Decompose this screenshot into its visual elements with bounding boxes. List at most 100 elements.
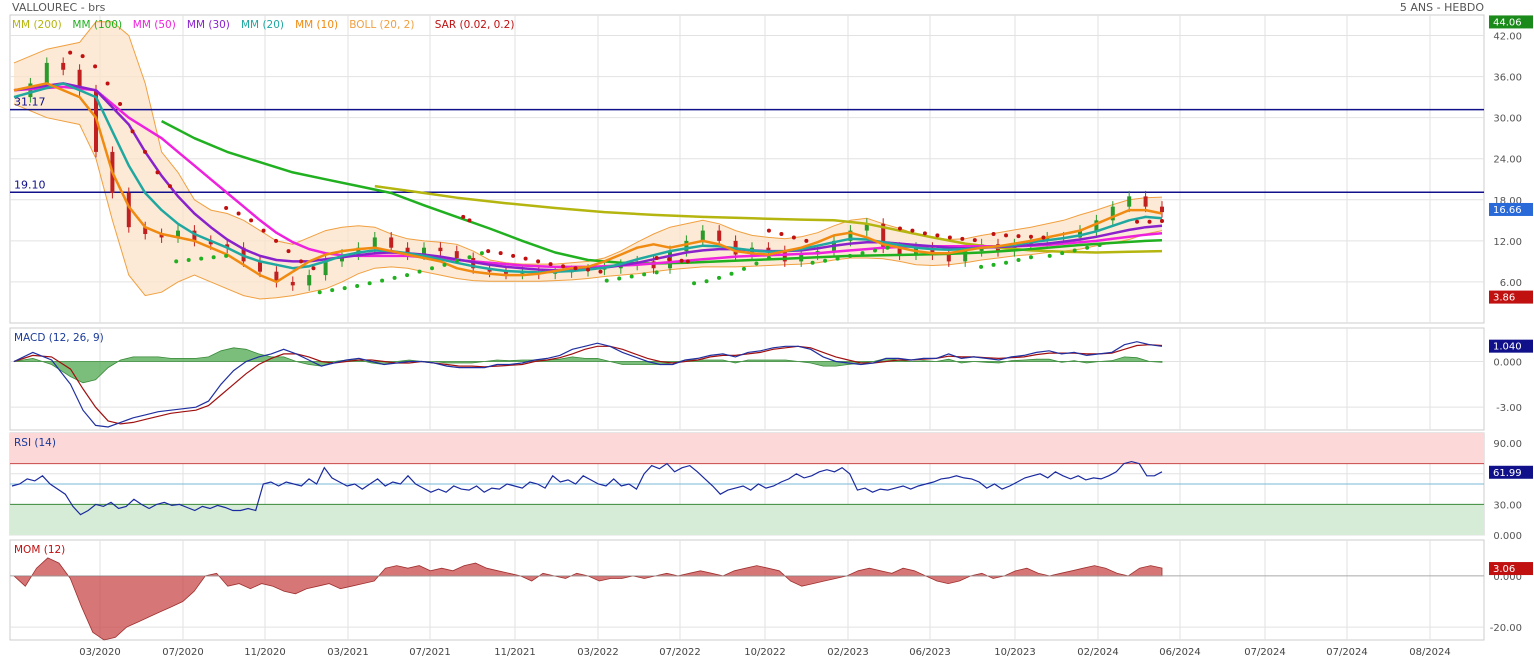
candle-body bbox=[1127, 196, 1132, 207]
rsi-line bbox=[11, 460, 1163, 516]
candle-body bbox=[848, 230, 853, 241]
x-tick-label: 06/2024 bbox=[1159, 647, 1201, 658]
legend-entry: MM (10) bbox=[295, 19, 338, 31]
sar-dot bbox=[1041, 235, 1046, 240]
sar-dot bbox=[68, 50, 73, 55]
candle-body bbox=[126, 192, 131, 228]
y-tick-label: -20.00 bbox=[1490, 623, 1522, 634]
sar-dot bbox=[93, 64, 98, 69]
x-tick-label: 11/2021 bbox=[494, 647, 536, 658]
x-tick-label: 02/2024 bbox=[1077, 647, 1119, 658]
sar-dot bbox=[211, 255, 216, 260]
x-tick-label: 02/2023 bbox=[827, 647, 869, 658]
candle-body bbox=[1143, 196, 1148, 207]
candle-body bbox=[1094, 220, 1099, 231]
sar-dot bbox=[511, 253, 516, 258]
rsi-badge-label: 61.99 bbox=[1493, 468, 1522, 479]
resistance-label: 31.17 bbox=[14, 96, 46, 109]
y-tick-label: -3.00 bbox=[1496, 403, 1522, 414]
sar-dot bbox=[536, 259, 541, 264]
legend-entry: SAR (0.02, 0.2) bbox=[435, 19, 515, 31]
y-tick-label: 0.000 bbox=[1493, 531, 1522, 542]
sar-dot bbox=[848, 253, 853, 258]
candle-body bbox=[143, 227, 148, 235]
sar-dot bbox=[174, 259, 179, 264]
sar-dot bbox=[1085, 245, 1090, 250]
sar-dot bbox=[1016, 258, 1021, 263]
chart-title: VALLOUREC - brs bbox=[12, 1, 106, 14]
sar-dot bbox=[236, 211, 241, 216]
sar-dot bbox=[991, 232, 996, 237]
panel-frame bbox=[9, 539, 1485, 641]
y-tick-label: 42.00 bbox=[1493, 32, 1522, 43]
x-tick-label: 07/2020 bbox=[162, 647, 204, 658]
sar-dot bbox=[629, 274, 634, 279]
x-tick-label: 07/2022 bbox=[659, 647, 701, 658]
sar-dot bbox=[80, 54, 85, 59]
candle-body bbox=[77, 69, 82, 91]
sar-dot bbox=[823, 258, 828, 263]
candle-body bbox=[651, 261, 656, 269]
sar-dot bbox=[679, 258, 684, 263]
candle-body bbox=[61, 62, 66, 70]
x-tick-label: 11/2020 bbox=[244, 647, 286, 658]
candle-body bbox=[930, 247, 935, 255]
sar-dot bbox=[960, 236, 965, 241]
y-tick-label: 30.00 bbox=[1493, 500, 1522, 511]
moving-average-ma200 bbox=[374, 184, 1163, 254]
sar-dot bbox=[810, 260, 815, 265]
sar-dot bbox=[729, 271, 734, 276]
sar-dot bbox=[766, 255, 771, 260]
legend-entry: BOLL (20, 2) bbox=[349, 19, 414, 31]
sar-dot bbox=[498, 251, 503, 256]
sar-dot bbox=[342, 286, 347, 291]
sar-dot bbox=[155, 170, 160, 175]
sar-dot bbox=[186, 258, 191, 263]
legend-entry: MM (100) bbox=[72, 19, 122, 31]
macd-line bbox=[13, 341, 1163, 428]
x-tick-label: 10/2022 bbox=[744, 647, 786, 658]
candle-body bbox=[389, 237, 394, 248]
sar-dot bbox=[1060, 251, 1065, 256]
sar-dot bbox=[586, 267, 590, 272]
x-tick-label: 10/2023 bbox=[994, 647, 1036, 658]
candle-body bbox=[438, 247, 443, 252]
sar-dot bbox=[1160, 219, 1164, 224]
sar-dot bbox=[1028, 255, 1033, 260]
bollinger-lower-line bbox=[13, 103, 1163, 300]
candle-body bbox=[307, 275, 312, 286]
sar-dot bbox=[766, 228, 771, 233]
panel-frame bbox=[9, 327, 1485, 431]
macd-badge bbox=[1489, 339, 1533, 353]
y-tick-label: 90.00 bbox=[1493, 439, 1522, 450]
panel-title: MOM (12) bbox=[14, 544, 65, 556]
sar-dot bbox=[1147, 219, 1152, 224]
candle-body bbox=[208, 240, 213, 245]
sar-dot bbox=[717, 275, 722, 280]
sar-dot bbox=[442, 262, 447, 267]
rsi-oversold-zone bbox=[10, 504, 1484, 535]
sar-dot bbox=[947, 235, 952, 240]
sar-dot bbox=[573, 266, 578, 271]
sar-dot bbox=[454, 258, 459, 263]
sar-dot bbox=[118, 101, 123, 106]
sar-dot bbox=[330, 288, 335, 293]
panel-title: MACD (12, 26, 9) bbox=[14, 332, 104, 344]
sar-dot bbox=[598, 269, 603, 274]
legend-entry: MM (20) bbox=[241, 19, 284, 31]
candle-body bbox=[766, 247, 771, 252]
sar-dot bbox=[479, 251, 484, 256]
sar-dot bbox=[367, 281, 372, 286]
sar-dot bbox=[791, 235, 796, 240]
sar-dot bbox=[317, 290, 322, 295]
candle-body bbox=[323, 261, 328, 276]
candle-body bbox=[356, 247, 361, 255]
candle-body bbox=[864, 223, 869, 231]
sar-dot bbox=[417, 269, 422, 274]
period-label: 5 ANS - HEBDO bbox=[1400, 1, 1484, 14]
sar-dot bbox=[467, 218, 472, 223]
sar-dot bbox=[642, 272, 647, 277]
mom-badge bbox=[1489, 562, 1533, 576]
candle-body bbox=[504, 271, 508, 274]
sar-dot bbox=[779, 232, 784, 237]
